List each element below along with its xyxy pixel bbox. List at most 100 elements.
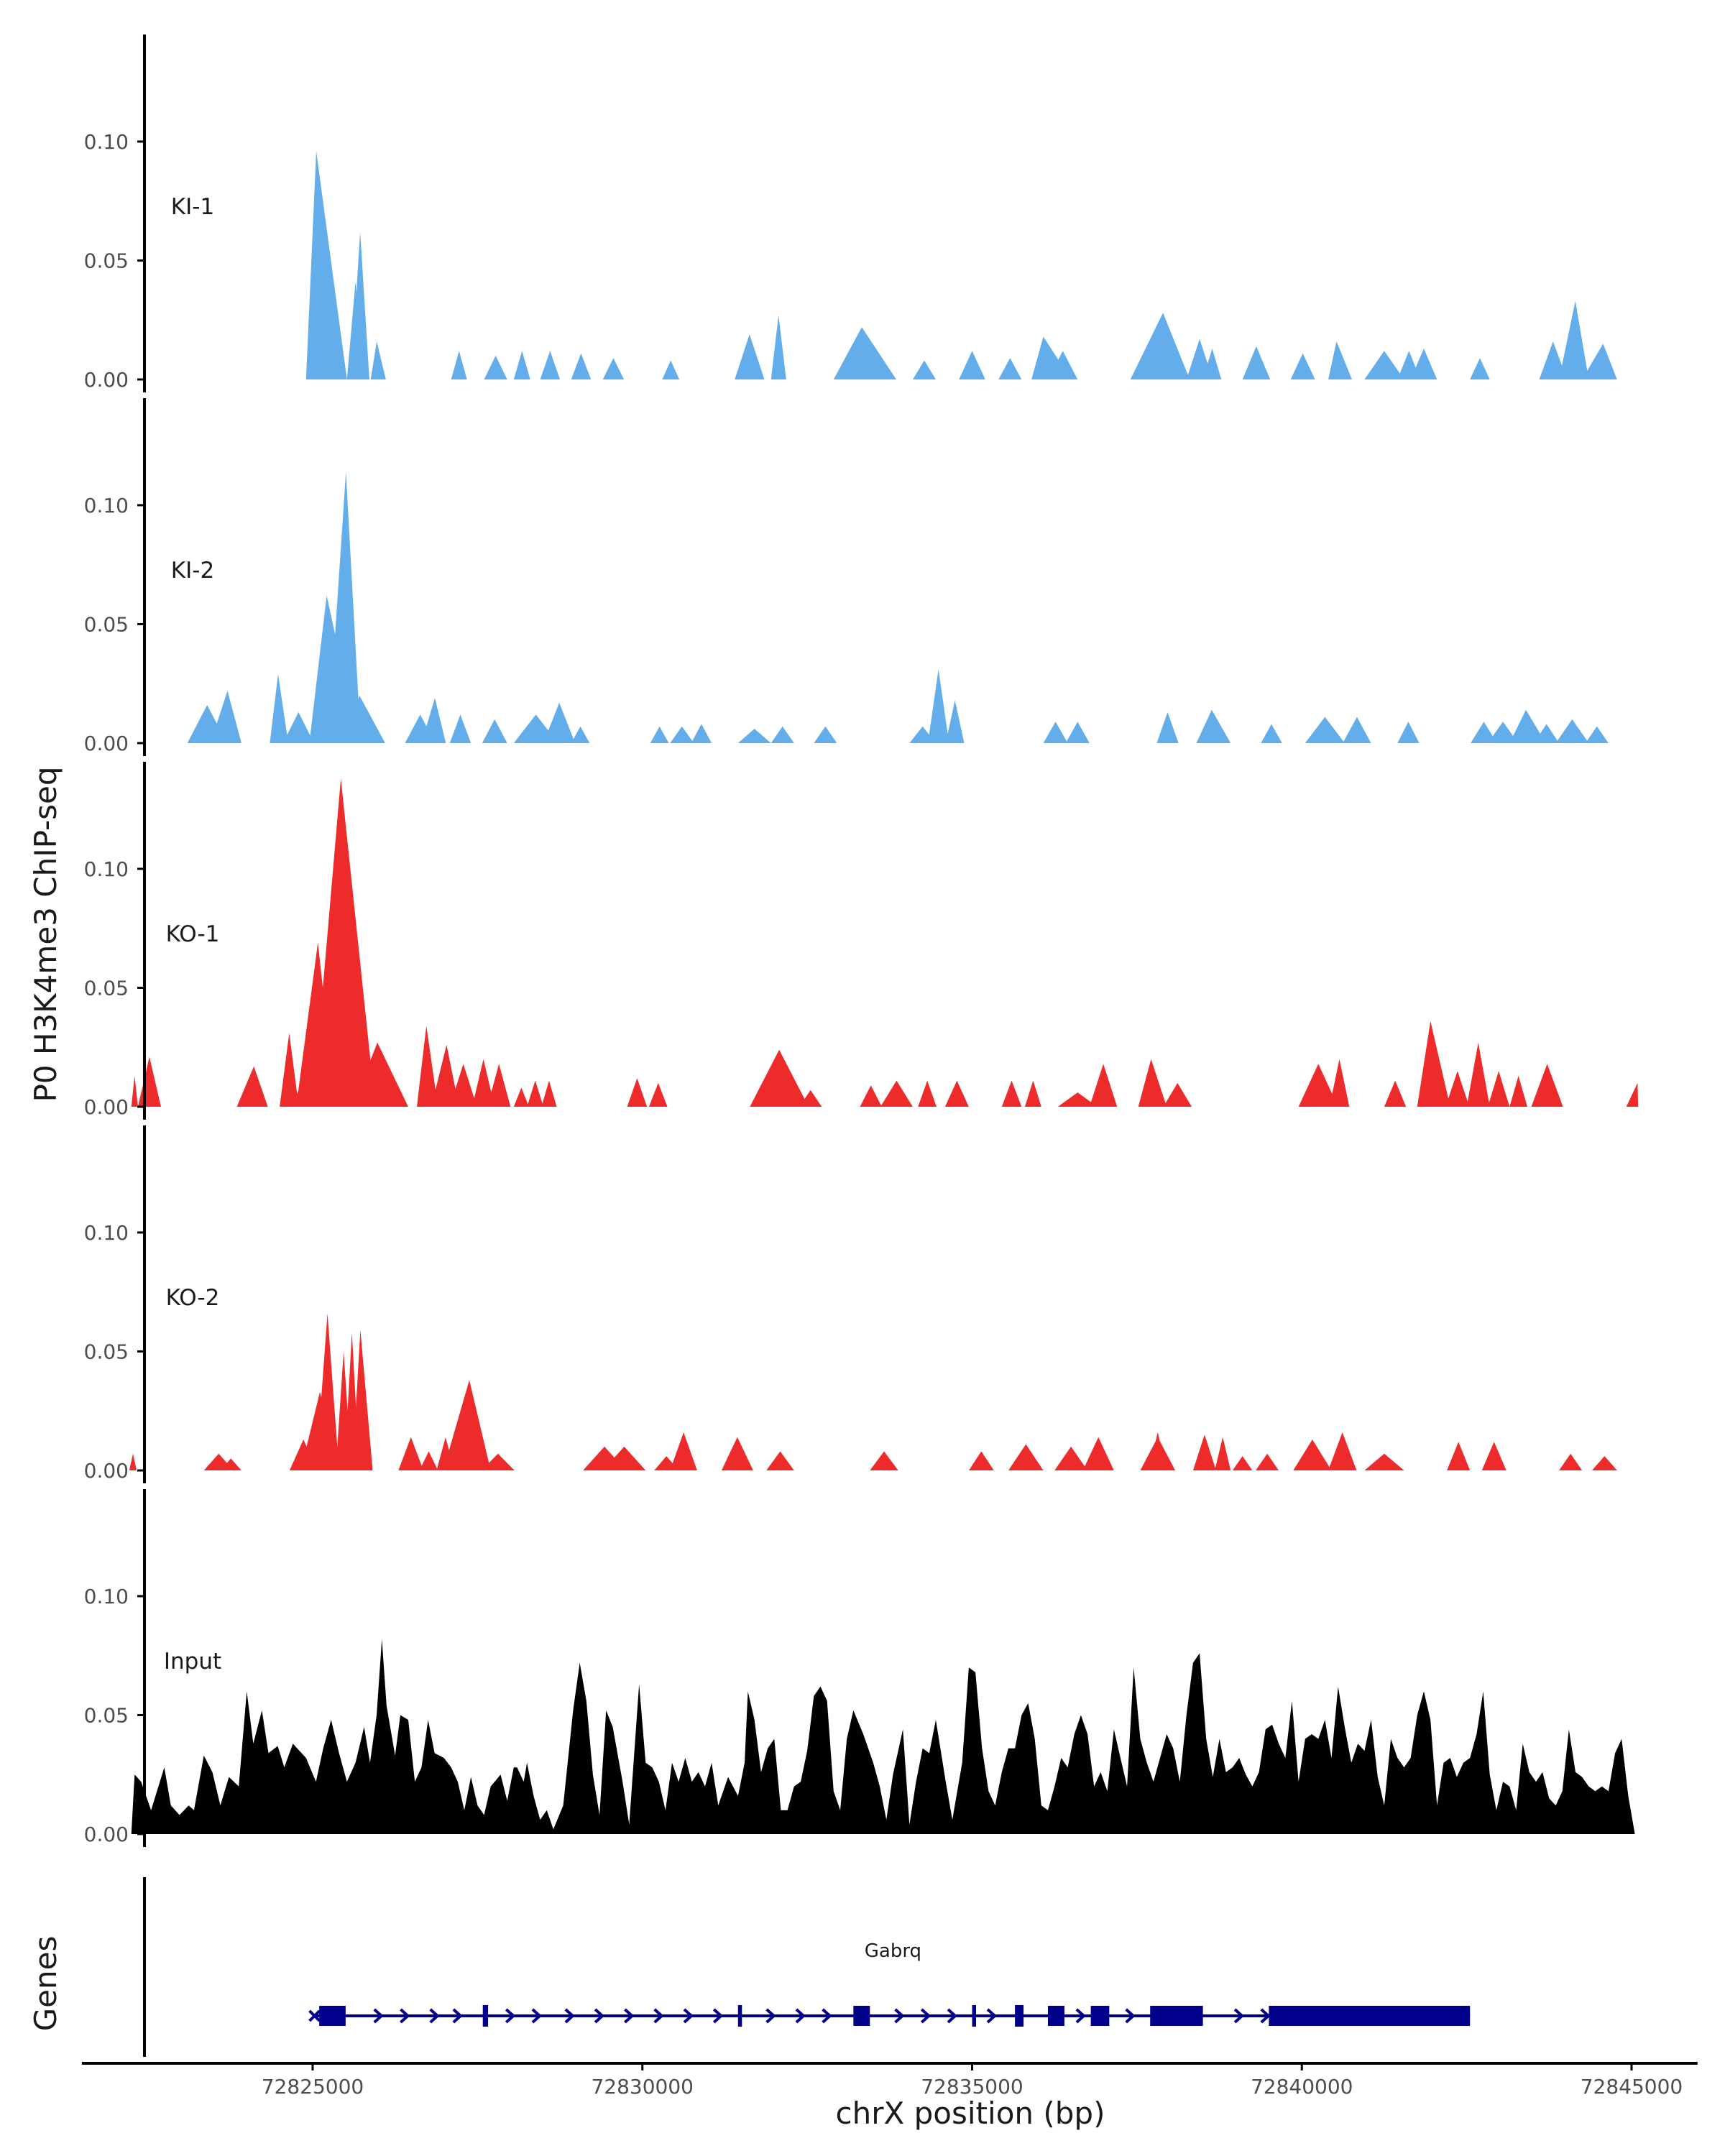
signal-peak bbox=[1001, 1080, 1022, 1107]
strand-arrow bbox=[452, 2008, 463, 2024]
signal-peak bbox=[1082, 1437, 1114, 1470]
signal-peak bbox=[540, 351, 561, 379]
track-ki-2: 0.00 0.05 0.10 KI-2 bbox=[84, 398, 1609, 756]
y-tick-label: 0.10 bbox=[84, 857, 129, 881]
signal-peak bbox=[968, 1451, 994, 1470]
signal-peak bbox=[1196, 709, 1231, 743]
track-ki-1: 0.00 0.05 0.10 KI-1 bbox=[84, 34, 1617, 392]
gene-exon bbox=[1150, 2006, 1203, 2026]
signal-peak bbox=[1048, 351, 1078, 379]
x-tick-label: 72845000 bbox=[1581, 2075, 1683, 2099]
signal-peak bbox=[313, 778, 376, 1107]
signal-peak bbox=[443, 1380, 491, 1470]
signal-peak bbox=[313, 189, 328, 379]
gene-exon bbox=[482, 2005, 489, 2027]
signal-peak bbox=[1290, 353, 1315, 379]
signal-peak bbox=[1364, 351, 1404, 379]
signal-peak bbox=[352, 1330, 373, 1470]
signal-peak bbox=[1384, 1080, 1407, 1107]
strand-arrow bbox=[894, 2008, 905, 2024]
signal-peak bbox=[1470, 358, 1490, 379]
track-label: KI-2 bbox=[171, 558, 214, 584]
strand-arrow bbox=[712, 2008, 724, 2024]
signal-peak bbox=[1488, 1071, 1510, 1107]
x-axis: 72825000 72830000 72835000 72840000 72845000 bbox=[81, 2062, 1698, 2099]
y-tick-label: 0.00 bbox=[84, 368, 129, 392]
signal-peak bbox=[417, 1026, 438, 1107]
strand-arrow bbox=[594, 2008, 605, 2024]
signal-peak bbox=[1298, 1064, 1338, 1107]
signal-peak bbox=[662, 360, 680, 379]
signal-peak bbox=[670, 726, 694, 743]
x-axis-title: chrX position (bp) bbox=[836, 2096, 1105, 2131]
signal-peak bbox=[1488, 722, 1519, 743]
signal-peak bbox=[270, 674, 289, 743]
signal-peak bbox=[1130, 313, 1190, 379]
signal-peak bbox=[543, 702, 576, 743]
signal-peak bbox=[472, 1059, 495, 1107]
signal-peak bbox=[918, 1080, 937, 1107]
signal-peak bbox=[833, 327, 896, 379]
signal-peak bbox=[1261, 724, 1282, 743]
signal-peak bbox=[770, 315, 786, 379]
track-label: KO-2 bbox=[166, 1285, 220, 1311]
signal-peak bbox=[945, 700, 965, 743]
signal-peak bbox=[1202, 349, 1222, 379]
y-tick-label: 0.05 bbox=[84, 612, 129, 636]
strand-arrow bbox=[400, 2008, 410, 2024]
signal-peak bbox=[1481, 1442, 1506, 1470]
signal-peak bbox=[1089, 1064, 1118, 1107]
gene-exon bbox=[972, 2005, 977, 2027]
signal-peak bbox=[1445, 1071, 1470, 1107]
signal-peak bbox=[210, 691, 242, 743]
y-tick-label: 0.05 bbox=[84, 1703, 129, 1727]
input-signal-area bbox=[131, 1639, 1635, 1834]
gene-exon bbox=[737, 2005, 742, 2027]
signal-peak bbox=[1534, 724, 1560, 743]
signal-peak bbox=[880, 1080, 913, 1107]
signal-peak bbox=[1626, 1082, 1639, 1107]
y-tick-label: 0.10 bbox=[84, 1221, 129, 1245]
signal-peak bbox=[513, 1087, 529, 1107]
signal-peak bbox=[131, 1076, 138, 1107]
gene-exon bbox=[1090, 2006, 1110, 2026]
signal-peak bbox=[1582, 344, 1617, 379]
signal-tracks: 0.00 0.05 0.10 KI-1 0.00 0.05 0.10 KI-2 0.00 0.05… bbox=[84, 34, 1639, 1847]
y-axis-title: P0 H3K4me3 ChIP-seq bbox=[28, 766, 63, 1102]
signal-peak bbox=[1466, 1042, 1490, 1107]
signal-peak bbox=[1539, 341, 1568, 379]
signal-peak bbox=[1138, 1059, 1167, 1107]
strand-arrow bbox=[1233, 2008, 1245, 2024]
strand-arrow bbox=[1075, 2008, 1086, 2024]
signal-peak bbox=[1043, 722, 1068, 743]
strand-arrow bbox=[624, 2008, 635, 2024]
signal-peak bbox=[602, 1446, 646, 1470]
signal-peak bbox=[1509, 709, 1546, 743]
strand-arrow bbox=[1125, 2008, 1136, 2024]
x-tick-label: 72835000 bbox=[921, 2075, 1024, 2099]
signal-peak bbox=[1559, 1453, 1583, 1470]
signal-peak bbox=[770, 726, 794, 743]
signal-peak bbox=[1232, 1456, 1253, 1470]
signal-peak bbox=[351, 231, 369, 379]
signal-peak bbox=[721, 1437, 753, 1470]
y-tick-label: 0.10 bbox=[84, 130, 129, 154]
signal-peak bbox=[814, 726, 837, 743]
strand-arrow bbox=[653, 2008, 664, 2024]
gene-exon bbox=[319, 2006, 346, 2026]
signal-peak bbox=[421, 698, 446, 743]
signal-peak bbox=[129, 1453, 137, 1470]
signal-peak bbox=[650, 726, 669, 743]
signal-peak bbox=[1192, 1434, 1216, 1470]
signal-peak bbox=[541, 1080, 557, 1107]
signal-peak bbox=[571, 353, 592, 379]
signal-peak bbox=[750, 1049, 809, 1107]
track-label: Input bbox=[164, 1649, 221, 1674]
signal-peak bbox=[1447, 1442, 1471, 1470]
signal-peak bbox=[1397, 722, 1420, 743]
signal-peak bbox=[1024, 1080, 1041, 1107]
strand-arrow bbox=[920, 2008, 932, 2024]
strand-arrow bbox=[1260, 2008, 1271, 2024]
signal-peak bbox=[280, 1033, 299, 1107]
signal-peak bbox=[431, 1044, 459, 1107]
